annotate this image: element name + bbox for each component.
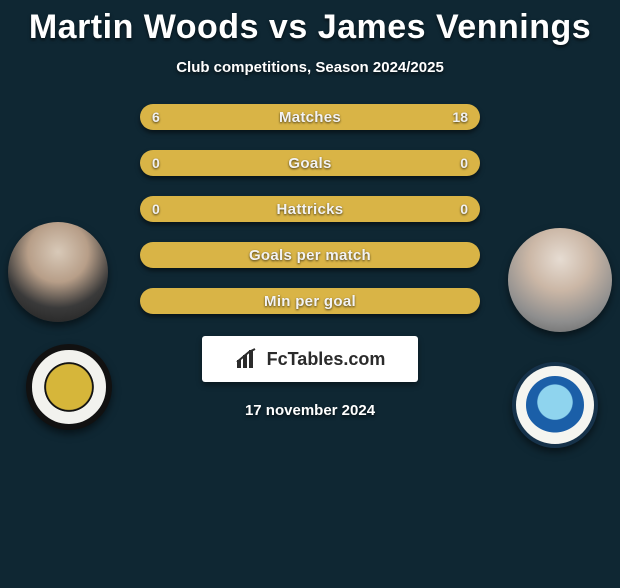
page-subtitle: Club competitions, Season 2024/2025: [0, 59, 620, 76]
player-left-avatar: [8, 222, 108, 322]
stat-label: Hattricks: [277, 201, 344, 218]
comparison-stage: 6 Matches 18 0 Goals 0 0 Hattricks 0 Goa…: [0, 104, 620, 419]
club-left-crest: [26, 344, 112, 430]
club-right-crest: [512, 362, 598, 448]
stat-value-left: 0: [152, 155, 160, 171]
page-title: Martin Woods vs James Vennings: [0, 8, 620, 47]
brand-text: FcTables.com: [267, 349, 386, 370]
stat-label: Goals per match: [249, 247, 371, 264]
stat-value-right: 18: [452, 109, 468, 125]
stat-bar-hattricks: 0 Hattricks 0: [140, 196, 480, 222]
stat-label: Goals: [288, 155, 331, 172]
stat-label: Min per goal: [264, 293, 356, 310]
stat-value-left: 0: [152, 201, 160, 217]
brand-logo: FcTables.com: [202, 336, 418, 382]
player-right-avatar: [508, 228, 612, 332]
stat-bar-matches: 6 Matches 18: [140, 104, 480, 130]
stat-bar-goals: 0 Goals 0: [140, 150, 480, 176]
bar-chart-icon: [235, 348, 261, 370]
stat-value-right: 0: [460, 155, 468, 171]
stat-value-right: 0: [460, 201, 468, 217]
stat-bar-goals-per-match: Goals per match: [140, 242, 480, 268]
stat-bar-min-per-goal: Min per goal: [140, 288, 480, 314]
stat-bars: 6 Matches 18 0 Goals 0 0 Hattricks 0 Goa…: [140, 104, 480, 314]
stat-value-left: 6: [152, 109, 160, 125]
stat-label: Matches: [279, 109, 341, 126]
